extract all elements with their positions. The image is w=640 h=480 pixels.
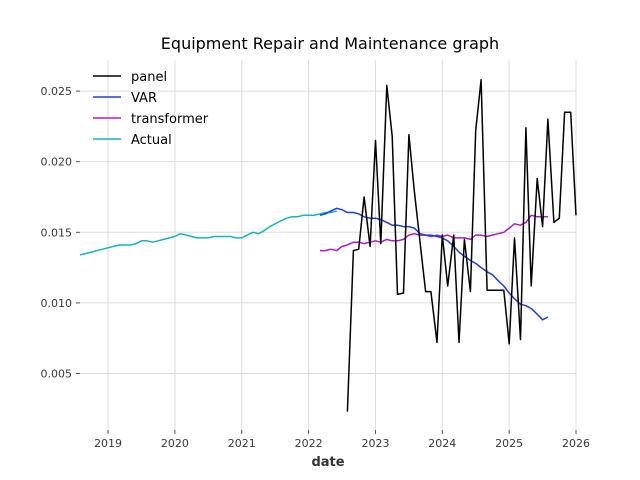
series-layer	[79, 79, 577, 412]
x-tick-label: 2026	[562, 437, 590, 450]
x-tick-label: 2020	[161, 437, 189, 450]
legend-label-var: VAR	[131, 91, 157, 106]
legend: panel VAR transformer Actual	[93, 70, 209, 148]
legend-label-transformer: transformer	[131, 112, 209, 127]
y-axis: 0.005 0.010 0.015 0.020 0.025	[41, 85, 80, 381]
y-tick-label: 0.010	[41, 297, 73, 310]
series-line-panel	[346, 79, 577, 412]
legend-label-panel: panel	[131, 70, 167, 85]
series-line-actual	[79, 210, 337, 256]
x-tick-label: 2019	[94, 437, 122, 450]
x-tick-label: 2021	[228, 437, 256, 450]
series-line-var	[319, 207, 549, 321]
x-axis: 2019 2020 2021 2022 2023 2024 2025 2026	[94, 430, 590, 450]
x-tick-label: 2024	[428, 437, 456, 450]
y-tick-label: 0.025	[41, 85, 73, 98]
y-tick-label: 0.020	[41, 156, 73, 169]
x-tick-label: 2025	[495, 437, 523, 450]
x-tick-label: 2023	[361, 437, 389, 450]
y-tick-label: 0.015	[41, 226, 73, 239]
x-axis-label: date	[311, 455, 344, 470]
chart-title: Equipment Repair and Maintenance graph	[161, 34, 499, 53]
y-tick-label: 0.005	[41, 368, 73, 381]
x-tick-label: 2022	[295, 437, 323, 450]
legend-label-actual: Actual	[131, 133, 172, 148]
